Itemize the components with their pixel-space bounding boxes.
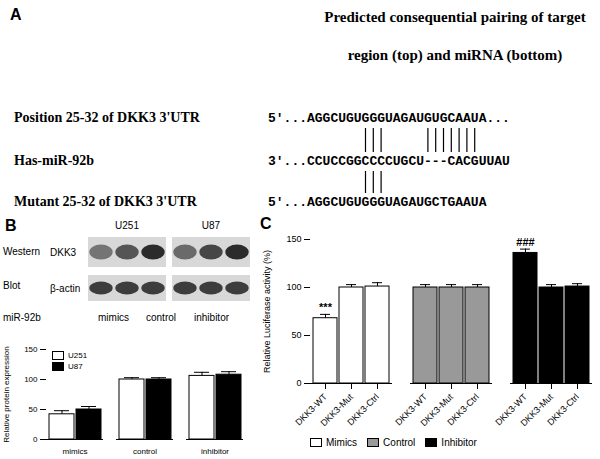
- svg-text:5'...AGGCUGUGGGUAGAUGCTGAAUA: 5'...AGGCUGUGGGUAGAUGCTGAAUA: [268, 195, 487, 210]
- svg-text:DKK3-WT: DKK3-WT: [493, 391, 529, 428]
- svg-text:inhibitor: inhibitor: [194, 312, 230, 323]
- html-text:Mimics: Mimics: [326, 437, 358, 448]
- svg-text:100: 100: [24, 375, 38, 384]
- svg-text:***: ***: [319, 301, 333, 313]
- svg-text:Position 25-32 of DKK3 3'UTR: Position 25-32 of DKK3 3'UTR: [14, 110, 201, 125]
- svg-text:U251: U251: [115, 220, 139, 231]
- svg-text:Mutant 25-32 of DKK3 3'UTR: Mutant 25-32 of DKK3 3'UTR: [14, 194, 198, 209]
- svg-text:miR-92b: miR-92b: [3, 312, 41, 323]
- svg-text:mimics: mimics: [63, 447, 88, 456]
- svg-text:0: 0: [296, 378, 301, 388]
- svg-text:DKK3-WT: DKK3-WT: [393, 391, 429, 428]
- html-text:C: C: [260, 215, 272, 232]
- svg-text:control: control: [133, 447, 157, 456]
- svg-text:50: 50: [29, 405, 38, 414]
- svg-text:###: ###: [516, 236, 534, 248]
- svg-text:100: 100: [286, 282, 301, 292]
- svg-text:inhibitor: inhibitor: [201, 447, 229, 456]
- svg-text:5'...AGGCUGUGGGUAGAUGUGCAAUA..: 5'...AGGCUGUGGGUAGAUGUGCAAUA...: [268, 111, 510, 126]
- svg-text:DKK3-Mut: DKK3-Mut: [518, 391, 555, 429]
- svg-text:DKK3-Mut: DKK3-Mut: [418, 391, 455, 429]
- html-text:U87: U87: [68, 362, 83, 371]
- svg-text:3'...CCUCCGGCCCCUGCU---CACGUUA: 3'...CCUCCGGCCCCUGCU---CACGUUAU: [268, 154, 510, 169]
- html-text:U251: U251: [68, 351, 88, 360]
- svg-text:0: 0: [33, 435, 38, 444]
- svg-text:DKK3-Ctrl: DKK3-Ctrl: [445, 392, 481, 428]
- svg-text:150: 150: [286, 234, 301, 244]
- svg-text:A: A: [10, 6, 22, 23]
- svg-text:Relative protein expression: Relative protein expression: [2, 346, 11, 443]
- html-text:Control: Control: [383, 437, 416, 448]
- svg-text:B: B: [5, 217, 17, 234]
- svg-text:β-actin: β-actin: [50, 283, 80, 294]
- svg-text:50: 50: [291, 330, 301, 340]
- svg-text:DKK3-Ctrl: DKK3-Ctrl: [545, 392, 581, 428]
- svg-text:DKK3-Mut: DKK3-Mut: [318, 391, 355, 429]
- svg-text:DKK3-Ctrl: DKK3-Ctrl: [345, 392, 381, 428]
- svg-text:DKK3-WT: DKK3-WT: [293, 391, 329, 428]
- svg-text:Relative Luciferase activity (: Relative Luciferase activity (%): [262, 250, 272, 373]
- svg-text:DKK3: DKK3: [50, 247, 77, 258]
- svg-text:region (top) and miRNA (bottom: region (top) and miRNA (bottom): [348, 47, 563, 64]
- svg-text:Western: Western: [3, 246, 40, 257]
- svg-text:U87: U87: [202, 220, 221, 231]
- svg-text:Blot: Blot: [3, 280, 20, 291]
- svg-text:mimics: mimics: [98, 312, 129, 323]
- svg-text:Has-miR-92b: Has-miR-92b: [14, 153, 94, 168]
- html-text:Inhibitor: Inhibitor: [441, 437, 477, 448]
- svg-text:Predicted consequential pairin: Predicted consequential pairing of targe…: [324, 9, 585, 25]
- svg-text:150: 150: [24, 345, 38, 354]
- svg-text:control: control: [146, 312, 176, 323]
